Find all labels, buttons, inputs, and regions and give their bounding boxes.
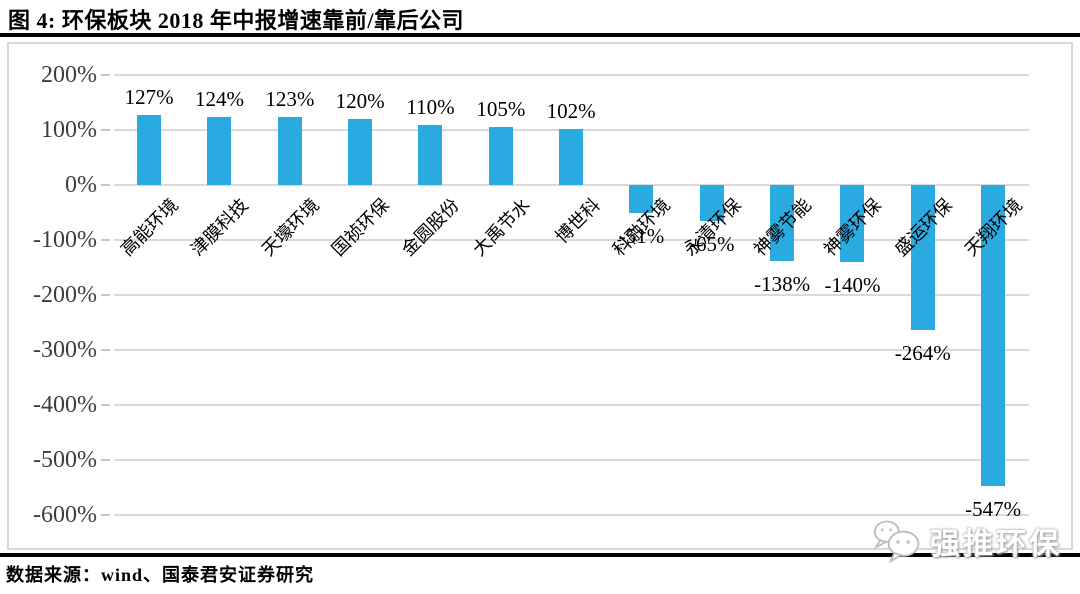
bar bbox=[137, 115, 162, 185]
bar bbox=[840, 185, 865, 262]
bar bbox=[981, 185, 1006, 486]
source-note: 数据来源：wind、国泰君安证券研究 bbox=[6, 565, 315, 585]
y-axis-tick-label: -100% bbox=[33, 227, 97, 253]
bar bbox=[770, 185, 795, 261]
watermark: 强推环保 bbox=[872, 518, 1062, 564]
bar bbox=[207, 116, 232, 185]
y-axis-tick-label: 0% bbox=[65, 172, 97, 198]
y-axis-tick bbox=[101, 129, 110, 131]
bar-value-label: 102% bbox=[546, 98, 596, 123]
gridline bbox=[114, 459, 1029, 461]
bar bbox=[348, 119, 373, 185]
y-axis-tick bbox=[101, 404, 110, 406]
bar-value-label: 127% bbox=[124, 85, 174, 110]
y-axis-tick bbox=[101, 239, 110, 241]
chart-border bbox=[7, 42, 1073, 550]
bar-value-label: -264% bbox=[894, 341, 951, 366]
gridline bbox=[114, 294, 1029, 296]
gridline bbox=[114, 404, 1029, 406]
y-axis-tick bbox=[101, 349, 110, 351]
y-axis-tick-label: 200% bbox=[41, 62, 97, 88]
watermark-text: 强推环保 bbox=[930, 528, 1062, 561]
bar-value-label: -140% bbox=[824, 273, 881, 297]
bar-value-label: 105% bbox=[476, 97, 526, 122]
bar-value-label: 120% bbox=[335, 89, 385, 113]
bar bbox=[418, 124, 443, 185]
category-label: 国祯环保 bbox=[328, 194, 394, 260]
top-divider bbox=[0, 33, 1080, 37]
y-axis-tick-label: -600% bbox=[33, 502, 97, 528]
category-label: 大禹节水 bbox=[468, 194, 534, 260]
y-axis-tick-label: -500% bbox=[33, 447, 97, 473]
bottom-divider bbox=[0, 553, 1080, 557]
bar-value-label: -138% bbox=[754, 271, 811, 296]
y-axis-tick bbox=[101, 74, 110, 76]
y-axis-tick bbox=[101, 294, 110, 296]
bar bbox=[699, 185, 724, 221]
gridline bbox=[114, 349, 1029, 351]
y-axis-tick-label: -400% bbox=[33, 392, 97, 418]
y-axis-tick bbox=[101, 184, 110, 186]
bar-value-label: 123% bbox=[265, 87, 315, 112]
bar bbox=[488, 127, 513, 185]
category-label: 津膜科技 bbox=[187, 194, 253, 260]
bar bbox=[277, 117, 302, 185]
gridline bbox=[114, 74, 1029, 76]
y-axis-tick bbox=[101, 514, 110, 516]
gridline bbox=[114, 239, 1029, 241]
bar-value-label: -51% bbox=[618, 224, 665, 249]
bar-value-label: 110% bbox=[406, 94, 455, 119]
y-axis-tick-label: -200% bbox=[33, 282, 97, 308]
y-axis-tick bbox=[101, 459, 110, 461]
gridline bbox=[114, 184, 1029, 186]
bar-value-label: -547% bbox=[965, 496, 1022, 521]
bar bbox=[629, 185, 654, 214]
bar-value-label: -65% bbox=[689, 231, 735, 256]
category-label: 金圆股份 bbox=[398, 194, 464, 260]
wechat-icon bbox=[873, 520, 920, 563]
category-label: 高能环境 bbox=[117, 194, 183, 260]
y-axis-tick-label: 100% bbox=[41, 117, 97, 143]
category-label: 天壕环境 bbox=[257, 194, 323, 260]
figure-title: 图 4: 环保板块 2018 年中报增速靠前/靠后公司 bbox=[8, 8, 464, 33]
bar bbox=[910, 185, 935, 331]
y-axis-tick-label: -300% bbox=[33, 337, 97, 363]
gridline bbox=[114, 514, 1029, 516]
bar-value-label: 124% bbox=[194, 86, 244, 111]
bar bbox=[559, 128, 584, 185]
